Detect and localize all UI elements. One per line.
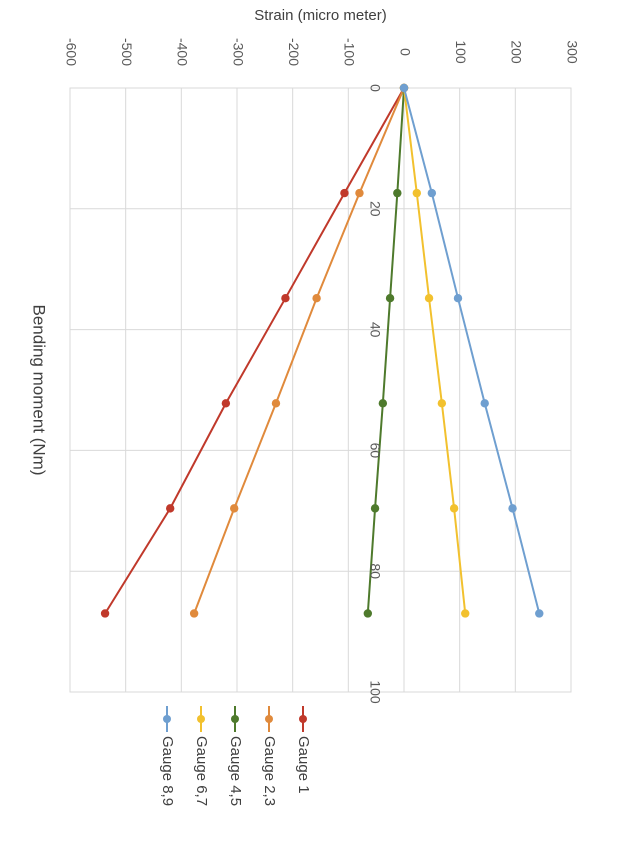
plot-area: [69, 87, 572, 693]
legend-item: Gauge 8,9: [159, 706, 176, 806]
data-point: [424, 293, 434, 303]
data-point: [508, 504, 517, 513]
data-point: [312, 293, 321, 303]
series-line: [403, 87, 467, 614]
strain-tick-label: -400: [175, 38, 191, 66]
legend-item: Gauge 4,5: [227, 706, 244, 806]
data-point: [340, 188, 349, 198]
data-point: [230, 504, 239, 513]
series-layer: [100, 83, 544, 618]
gridlines: [69, 87, 572, 693]
data-point: [461, 609, 470, 618]
strain-axis-title: Strain (micro meter): [254, 7, 387, 24]
legend-item: Gauge 2,3: [261, 706, 278, 806]
data-point: [281, 293, 290, 303]
series-gauge-1: [100, 83, 409, 618]
data-point: [480, 399, 489, 408]
strain-tick-label: 200: [509, 40, 525, 64]
data-point: [437, 399, 447, 408]
data-point: [535, 609, 544, 618]
legend-swatch-marker: [231, 715, 239, 723]
moment-tick-label: 20: [367, 201, 383, 217]
data-point: [449, 504, 459, 513]
data-point: [363, 609, 373, 618]
strain-tick-label: 100: [453, 40, 469, 64]
moment-tick-label: 60: [367, 443, 383, 459]
legend-swatch-marker: [163, 715, 171, 723]
series-gauge-4-5: [363, 83, 409, 618]
tick-labels: -600 -500 -400 -300 -200 -100 0 100 200 300 0 20 40 6…: [63, 38, 580, 704]
strain-tick-label: -600: [63, 38, 79, 66]
strain-tick-label: -500: [119, 38, 135, 66]
legend-label: Gauge 1: [295, 736, 312, 794]
strain-tick-label: 0: [397, 48, 413, 56]
data-point: [427, 188, 437, 198]
legend-label: Gauge 6,7: [193, 736, 210, 806]
legend-item: Gauge 1: [295, 706, 312, 794]
data-point: [271, 399, 281, 408]
data-point: [100, 609, 110, 618]
series-gauge-8-9: [399, 83, 544, 618]
series-gauge-2-3: [189, 83, 409, 618]
legend-swatch-marker: [265, 715, 273, 723]
data-point: [385, 293, 395, 303]
series-line: [193, 87, 405, 614]
strain-tick-label: -100: [342, 38, 358, 66]
strain-tick-label: -200: [286, 38, 302, 66]
series-line: [104, 87, 405, 615]
moment-tick-label: 80: [367, 563, 383, 579]
moment-tick-label: 0: [367, 84, 383, 92]
series-line: [403, 87, 541, 614]
data-point: [189, 609, 199, 618]
data-point: [453, 293, 463, 303]
data-point: [166, 504, 175, 513]
bending-moment-axis-title: Bending moment (Nm): [30, 304, 49, 475]
data-point: [399, 83, 409, 93]
moment-tick-label: 40: [367, 322, 383, 338]
legend-label: Gauge 4,5: [227, 736, 244, 806]
legend-item: Gauge 6,7: [193, 706, 210, 806]
legend: Gauge 1 Gauge 2,3 Gauge 4,5 Gauge 6,7 Gauge …: [159, 706, 312, 806]
legend-label: Gauge 2,3: [261, 736, 278, 806]
data-point: [221, 399, 231, 408]
series-gauge-6-7: [399, 83, 470, 618]
legend-label: Gauge 8,9: [159, 736, 176, 806]
strain-tick-label: -300: [230, 38, 246, 66]
legend-swatch-marker: [197, 715, 205, 723]
data-point: [378, 399, 388, 408]
data-point: [393, 188, 402, 198]
legend-swatch-marker: [299, 715, 307, 723]
strain-tick-label: 300: [564, 40, 580, 64]
series-line: [366, 87, 405, 614]
data-point: [370, 504, 380, 513]
data-point: [412, 188, 422, 198]
moment-tick-label: 100: [367, 680, 383, 704]
data-point: [355, 188, 364, 198]
